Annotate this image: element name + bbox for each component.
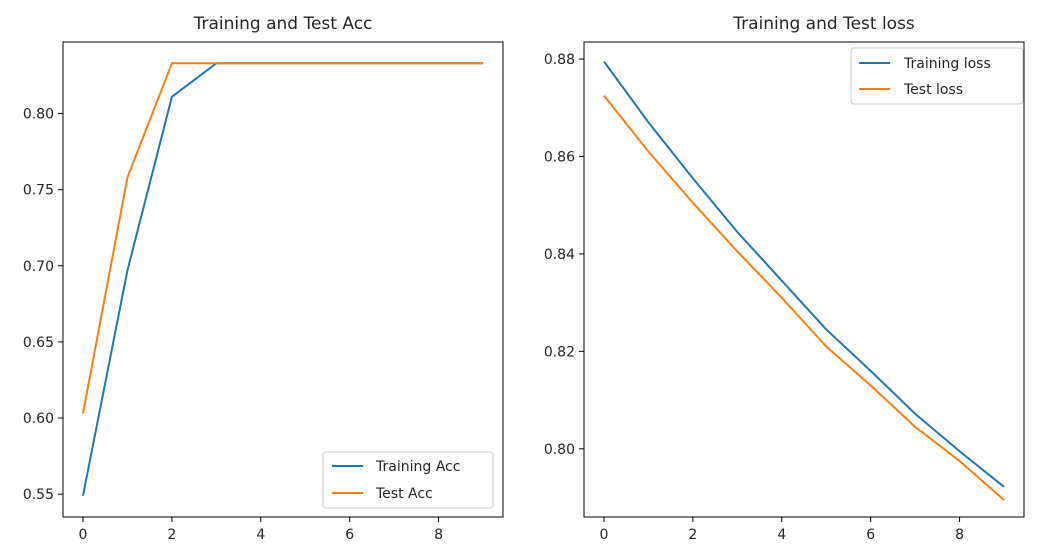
loss-legend-box [850,47,1024,105]
accuracy-legend-box [322,451,494,509]
loss-series-line-training-loss [603,60,1005,488]
accuracy-y-tick-label: 0.70 [23,259,54,275]
accuracy-y-tick-label: 0.55 [23,487,54,503]
loss-x-tick-label: 0 [600,527,609,543]
accuracy-axes-frame [62,41,504,518]
accuracy-y-tick-label: 0.80 [23,107,54,123]
accuracy-chart: Training and Test Acc 0 2 4 6 8 0.55 0.60 0.65… [23,14,504,543]
loss-legend-label-test: Test loss [903,82,963,98]
accuracy-legend: Training Acc Test Acc [322,451,494,509]
accuracy-x-axis: 0 2 4 6 8 [79,517,443,543]
accuracy-x-tick-label: 6 [345,527,354,543]
accuracy-legend-label-test: Test Acc [375,486,433,502]
loss-axes-frame [583,41,1025,518]
loss-plot-area-border [583,41,1025,518]
loss-series-line-test-loss [603,94,1005,501]
loss-y-tick-label: 0.84 [544,247,575,263]
loss-y-axis: 0.80 0.82 0.84 0.86 0.88 [544,52,584,458]
loss-y-tick-label: 0.82 [544,344,575,360]
loss-x-tick-label: 2 [688,527,697,543]
loss-x-tick-label: 8 [955,527,964,543]
accuracy-chart-title: Training and Test Acc [193,14,373,34]
accuracy-series-lines [82,62,483,496]
loss-series-lines [603,60,1005,501]
accuracy-legend-label-training: Training Acc [375,459,460,475]
accuracy-y-axis: 0.55 0.60 0.65 0.70 0.75 0.80 [23,107,63,503]
accuracy-x-tick-label: 8 [434,527,443,543]
loss-y-tick-label: 0.86 [544,149,575,165]
loss-y-tick-label: 0.80 [544,442,575,458]
loss-y-tick-label: 0.88 [544,52,575,68]
accuracy-plot-area-border [62,41,504,518]
accuracy-y-tick-label: 0.75 [23,183,54,199]
accuracy-y-tick-label: 0.65 [23,335,54,351]
loss-x-tick-label: 6 [866,527,875,543]
loss-chart-title: Training and Test loss [732,14,915,34]
accuracy-series-line-test-acc [82,62,483,414]
accuracy-y-tick-label: 0.60 [23,411,54,427]
loss-legend-label-training: Training loss [903,56,991,72]
loss-x-tick-label: 4 [777,527,786,543]
loss-x-axis: 0 2 4 6 8 [600,517,964,543]
accuracy-x-tick-label: 0 [79,527,88,543]
accuracy-x-tick-label: 4 [256,527,265,543]
accuracy-x-tick-label: 2 [167,527,176,543]
loss-legend: Training loss Test loss [850,47,1024,105]
